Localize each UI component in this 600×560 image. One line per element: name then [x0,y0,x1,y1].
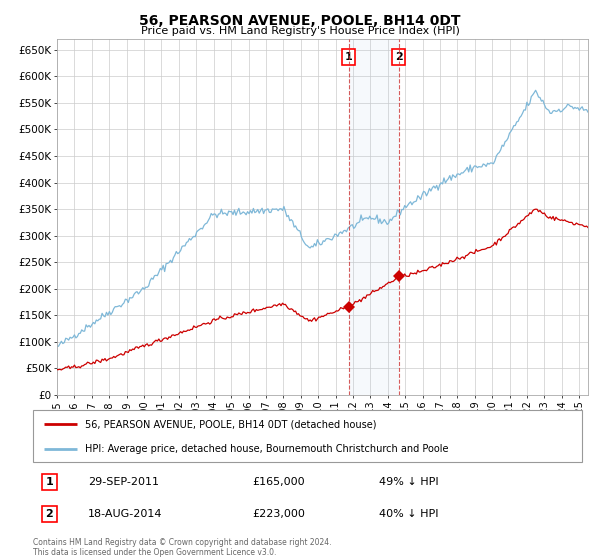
Text: 49% ↓ HPI: 49% ↓ HPI [379,477,439,487]
Text: £223,000: £223,000 [253,509,305,519]
Text: 1: 1 [345,52,352,62]
Text: Price paid vs. HM Land Registry's House Price Index (HPI): Price paid vs. HM Land Registry's House … [140,26,460,36]
Text: HPI: Average price, detached house, Bournemouth Christchurch and Poole: HPI: Average price, detached house, Bour… [85,444,449,454]
Text: 56, PEARSON AVENUE, POOLE, BH14 0DT (detached house): 56, PEARSON AVENUE, POOLE, BH14 0DT (det… [85,419,377,430]
Text: Contains HM Land Registry data © Crown copyright and database right 2024.
This d: Contains HM Land Registry data © Crown c… [33,538,331,557]
FancyBboxPatch shape [33,410,582,462]
Bar [349,39,398,395]
Text: 18-AUG-2014: 18-AUG-2014 [88,509,163,519]
Text: 40% ↓ HPI: 40% ↓ HPI [379,509,439,519]
Text: 2: 2 [46,509,53,519]
Text: 29-SEP-2011: 29-SEP-2011 [88,477,159,487]
Text: £165,000: £165,000 [253,477,305,487]
Text: 56, PEARSON AVENUE, POOLE, BH14 0DT: 56, PEARSON AVENUE, POOLE, BH14 0DT [139,14,461,28]
Text: 1: 1 [46,477,53,487]
Text: 2: 2 [395,52,403,62]
